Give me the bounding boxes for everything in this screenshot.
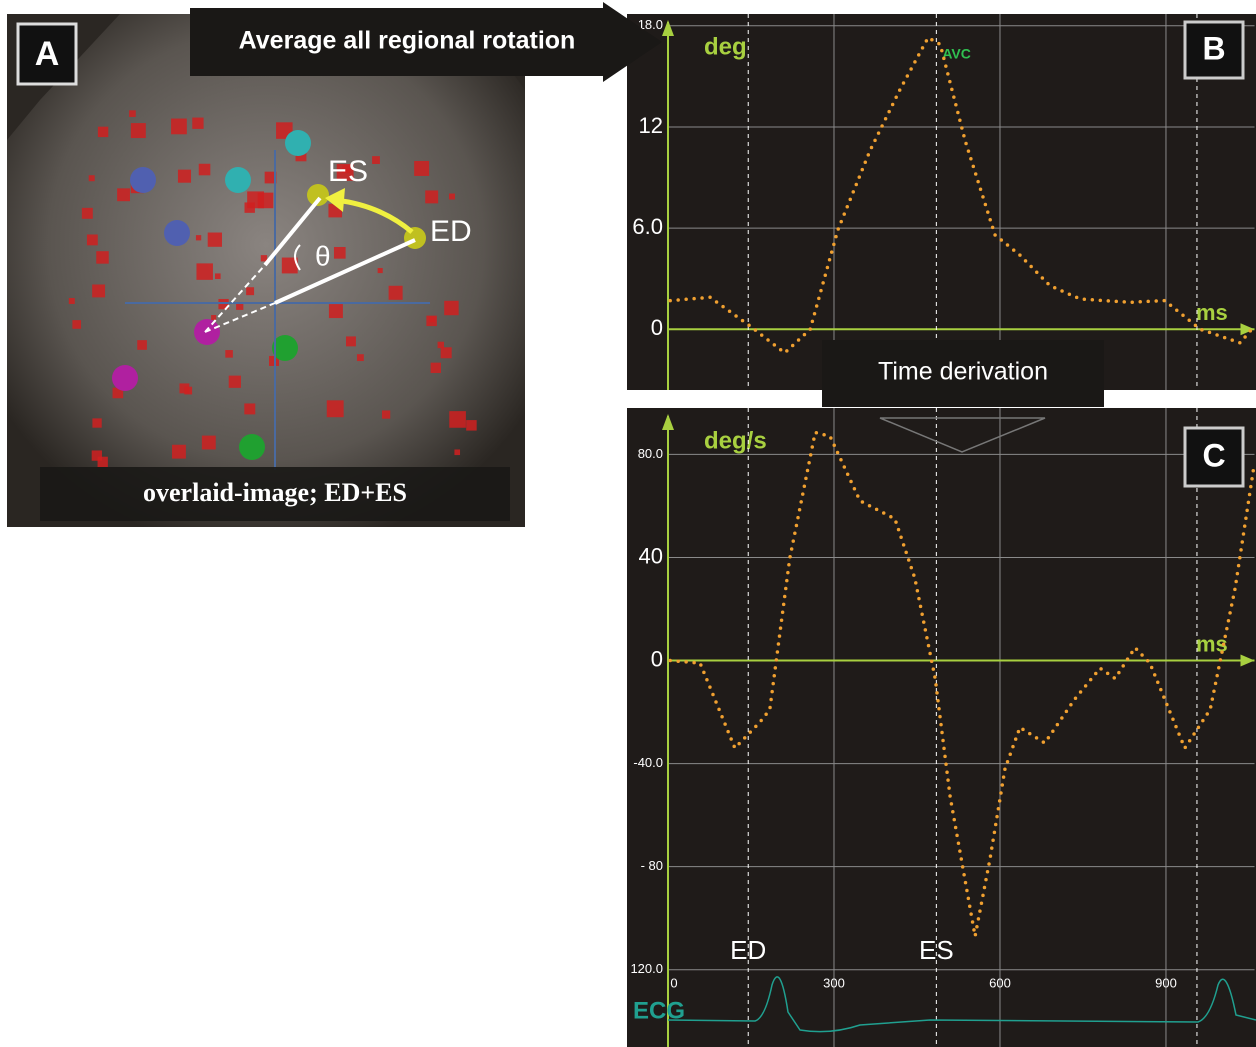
x-axis-label: ms — [1196, 300, 1228, 325]
red-marker — [389, 286, 403, 300]
x-tick-label: 0 — [670, 975, 677, 990]
y-tick-label: 0 — [651, 315, 663, 340]
panel-b-bg — [627, 14, 1256, 390]
red-marker — [426, 316, 436, 326]
tracking-point — [112, 365, 138, 391]
red-marker — [215, 273, 221, 279]
red-marker — [246, 287, 254, 295]
red-marker — [208, 233, 222, 247]
red-marker — [327, 400, 344, 417]
red-marker — [438, 342, 444, 348]
red-marker — [117, 188, 130, 201]
red-marker — [82, 208, 93, 219]
panel-letter: A — [35, 35, 60, 73]
y-axis-label: deg — [704, 33, 747, 60]
tracking-point — [285, 130, 311, 156]
y-tick-label: 120.0 — [630, 961, 663, 976]
red-marker — [225, 350, 233, 358]
red-marker — [131, 123, 146, 138]
red-marker — [244, 403, 255, 414]
red-marker — [96, 251, 108, 263]
red-marker — [334, 247, 346, 259]
y-tick-label: 12 — [639, 113, 663, 138]
tracking-point — [130, 167, 156, 193]
red-marker — [425, 190, 438, 203]
red-marker — [137, 340, 147, 350]
caption: overlaid-image; ED+ES — [143, 478, 407, 507]
red-marker — [449, 411, 466, 428]
red-marker — [454, 449, 460, 455]
ultrasound — [7, 14, 525, 527]
ed-label: ED — [430, 215, 472, 248]
red-marker — [172, 445, 186, 459]
red-marker — [98, 127, 108, 137]
tracking-point — [239, 434, 265, 460]
event-label: AVC — [942, 46, 971, 62]
red-marker — [199, 164, 211, 176]
red-marker — [431, 363, 441, 373]
red-marker — [372, 156, 380, 164]
red-marker — [466, 420, 477, 431]
transition-text: Time derivation — [878, 358, 1048, 386]
red-marker — [245, 202, 255, 212]
figure: ES ED θ A overlaid-image; ED+ES 06.01218… — [0, 0, 1256, 1047]
y-tick-label: 0 — [651, 646, 663, 671]
red-marker — [69, 298, 75, 304]
tracking-point — [164, 220, 190, 246]
panel-letter: B — [1202, 30, 1225, 66]
banner-text: Average all regional rotation — [239, 27, 576, 55]
x-tick-label: 300 — [823, 975, 845, 990]
red-marker — [444, 301, 458, 315]
x-tick-label: 900 — [1155, 975, 1177, 990]
red-marker — [184, 387, 192, 395]
y-tick-label: -40.0 — [633, 755, 663, 770]
red-marker — [329, 304, 343, 318]
red-marker — [72, 320, 81, 329]
y-tick-label: 6.0 — [632, 214, 663, 239]
angle-label: θ — [315, 240, 331, 271]
red-marker — [89, 175, 95, 181]
red-marker — [211, 315, 216, 320]
y-tick-label: 80.0 — [638, 446, 663, 461]
event-label: ED — [730, 935, 766, 965]
red-marker — [192, 118, 203, 129]
red-marker — [382, 410, 390, 418]
es-label: ES — [328, 155, 368, 188]
red-marker — [196, 263, 212, 279]
red-marker — [202, 436, 216, 450]
y-tick-label: 40 — [639, 543, 663, 568]
x-tick-label: 600 — [989, 975, 1011, 990]
red-marker — [87, 234, 98, 245]
red-marker — [196, 235, 201, 240]
red-marker — [92, 284, 105, 297]
red-marker — [346, 336, 356, 346]
red-marker — [171, 119, 187, 135]
red-marker — [441, 347, 452, 358]
red-marker — [378, 268, 383, 273]
red-marker — [129, 110, 136, 117]
red-marker — [92, 450, 102, 460]
red-marker — [414, 161, 429, 176]
red-marker — [178, 170, 191, 183]
tracking-point — [225, 167, 251, 193]
red-marker — [92, 418, 101, 427]
red-marker — [449, 194, 455, 200]
y-tick-label: - 80 — [641, 858, 663, 873]
event-label: ES — [919, 935, 954, 965]
y-axis-label: deg/s — [704, 427, 767, 454]
red-marker — [357, 354, 364, 361]
panel-letter: C — [1202, 437, 1225, 473]
red-marker — [258, 193, 274, 209]
red-marker — [229, 376, 241, 388]
